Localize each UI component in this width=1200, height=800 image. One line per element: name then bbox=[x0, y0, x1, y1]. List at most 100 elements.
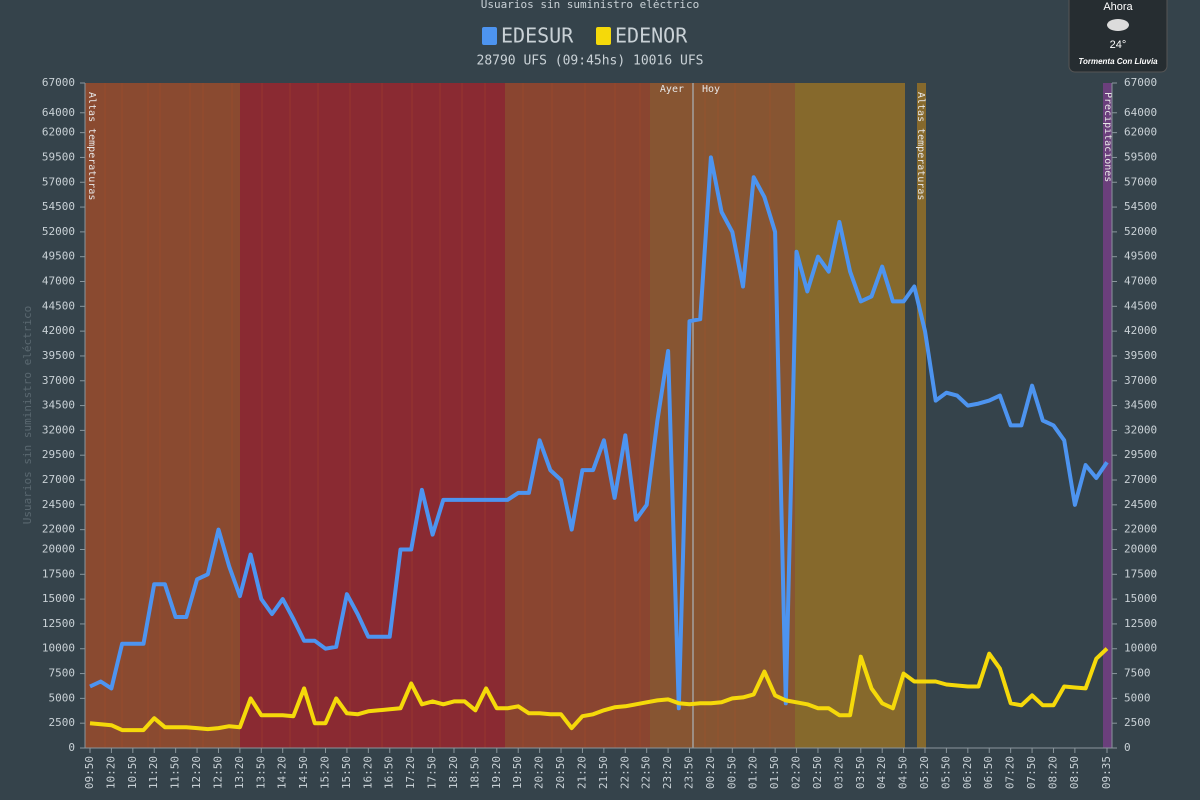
y2-tick-label: 47000 bbox=[1124, 275, 1157, 288]
x-tick-label: 20:50 bbox=[554, 756, 567, 789]
x-tick-label: 07:20 bbox=[1004, 756, 1017, 789]
annotation: Hoy bbox=[702, 84, 720, 95]
x-tick-label: 22:50 bbox=[640, 756, 653, 789]
x-tick-label: 22:20 bbox=[618, 756, 631, 789]
y-tick-label: 17500 bbox=[42, 567, 75, 580]
y-tick-label: 52000 bbox=[42, 225, 75, 238]
y2-tick-label: 44500 bbox=[1124, 299, 1157, 312]
x-tick-label: 21:20 bbox=[575, 756, 588, 789]
y-tick-label: 29500 bbox=[42, 448, 75, 461]
x-tick-label: 15:20 bbox=[319, 756, 332, 789]
y2-tick-label: 22000 bbox=[1124, 523, 1157, 536]
x-tick-label: 12:20 bbox=[190, 756, 203, 789]
y2-tick-label: 2500 bbox=[1124, 716, 1151, 729]
x-tick-label: 21:50 bbox=[597, 756, 610, 789]
y-axis-label: Usuarios sin suministro eléctrico bbox=[21, 306, 34, 525]
y-tick-label: 2500 bbox=[49, 716, 76, 729]
legend-swatch bbox=[482, 27, 497, 45]
x-tick-label: 12:50 bbox=[211, 756, 224, 789]
x-tick-label: 00:20 bbox=[704, 756, 717, 789]
y-tick-label: 47000 bbox=[42, 275, 75, 288]
x-tick-label: 08:50 bbox=[1068, 756, 1081, 789]
chart-title: Usuarios sin suministro eléctrico bbox=[481, 0, 700, 11]
x-tick-label: 15:50 bbox=[340, 756, 353, 789]
y-tick-label: 24500 bbox=[42, 498, 75, 511]
band bbox=[1103, 83, 1112, 748]
series-line bbox=[89, 155, 1109, 711]
x-tick-label: 11:20 bbox=[147, 756, 160, 789]
x-tick-label: 23:50 bbox=[682, 756, 695, 789]
weather-temperature: 24° bbox=[1110, 39, 1127, 51]
x-tick-label: 16:20 bbox=[361, 756, 374, 789]
annotation: Ayer bbox=[660, 84, 684, 95]
y2-tick-label: 27000 bbox=[1124, 473, 1157, 486]
y2-tick-label: 67000 bbox=[1124, 76, 1157, 89]
y-tick-label: 20000 bbox=[42, 542, 75, 555]
y-tick-label: 34500 bbox=[42, 399, 75, 412]
y2-tick-label: 20000 bbox=[1124, 542, 1157, 555]
legend-label: EDESUR bbox=[501, 24, 574, 48]
y2-tick-label: 29500 bbox=[1124, 448, 1157, 461]
x-tick-label: 03:20 bbox=[832, 756, 845, 789]
x-tick-label: 23:20 bbox=[661, 756, 674, 789]
x-tick-label: 02:50 bbox=[811, 756, 824, 789]
y2-tick-label: 62000 bbox=[1124, 126, 1157, 139]
x-tick-label: 11:50 bbox=[169, 756, 182, 789]
x-tick-label: 03:50 bbox=[854, 756, 867, 789]
x-tick-label: 18:50 bbox=[468, 756, 481, 789]
y-tick-label: 10000 bbox=[42, 642, 75, 655]
y2-tick-label: 17500 bbox=[1124, 567, 1157, 580]
x-tick-label: 04:50 bbox=[897, 756, 910, 789]
y-tick-label: 27000 bbox=[42, 473, 75, 486]
x-tick-label: 07:50 bbox=[1025, 756, 1038, 789]
y-tick-label: 59500 bbox=[42, 150, 75, 163]
y-tick-label: 39500 bbox=[42, 349, 75, 362]
x-tick-label: 20:20 bbox=[533, 756, 546, 789]
y-tick-label: 57000 bbox=[42, 175, 75, 188]
y-tick-label: 54500 bbox=[42, 200, 75, 213]
y-tick-label: 7500 bbox=[49, 667, 76, 680]
y-tick-label: 12500 bbox=[42, 617, 75, 630]
annotation: Altas temperaturas bbox=[86, 92, 97, 200]
y2-tick-label: 12500 bbox=[1124, 617, 1157, 630]
weather-widget: Ahora 24° Tormenta Con Lluvia bbox=[1068, 0, 1168, 73]
y2-tick-label: 37000 bbox=[1124, 374, 1157, 387]
y2-tick-label: 5000 bbox=[1124, 691, 1151, 704]
y-tick-label: 37000 bbox=[42, 374, 75, 387]
x-tick-label: 13:50 bbox=[254, 756, 267, 789]
y2-tick-label: 54500 bbox=[1124, 200, 1157, 213]
y2-tick-label: 24500 bbox=[1124, 498, 1157, 511]
x-tick-label: 01:20 bbox=[747, 756, 760, 789]
x-tick-label: 05:50 bbox=[939, 756, 952, 789]
x-tick-label: 04:20 bbox=[875, 756, 888, 789]
y2-tick-label: 32000 bbox=[1124, 423, 1157, 436]
x-tick-label: 18:20 bbox=[447, 756, 460, 789]
x-tick-label: 09:35 bbox=[1100, 756, 1113, 789]
annotation: Precipitaciones bbox=[1102, 92, 1113, 182]
y-tick-label: 0 bbox=[68, 741, 75, 754]
y-tick-label: 15000 bbox=[42, 592, 75, 605]
x-tick-label: 16:50 bbox=[383, 756, 396, 789]
x-tick-label: 10:50 bbox=[126, 756, 139, 789]
x-tick-label: 01:50 bbox=[768, 756, 781, 789]
x-tick-label: 13:20 bbox=[233, 756, 246, 789]
x-tick-label: 08:20 bbox=[1046, 756, 1059, 789]
x-tick-label: 17:50 bbox=[426, 756, 439, 789]
y2-tick-label: 49500 bbox=[1124, 250, 1157, 263]
y-tick-label: 22000 bbox=[42, 523, 75, 536]
x-tick-label: 09:50 bbox=[83, 756, 96, 789]
legend-swatch bbox=[596, 27, 611, 45]
y2-tick-label: 34500 bbox=[1124, 399, 1157, 412]
x-tick-label: 05:20 bbox=[918, 756, 931, 789]
y-tick-label: 49500 bbox=[42, 250, 75, 263]
weather-box bbox=[1068, 0, 1168, 73]
band bbox=[85, 83, 240, 748]
chart-subtitle: 28790 UFS (09:45hs) 10016 UFS bbox=[477, 54, 704, 69]
y-tick-label: 62000 bbox=[42, 126, 75, 139]
background-bands bbox=[85, 83, 1112, 748]
y2-tick-label: 59500 bbox=[1124, 150, 1157, 163]
y-tick-label: 64000 bbox=[42, 106, 75, 119]
y2-tick-label: 0 bbox=[1124, 741, 1131, 754]
series-line bbox=[89, 647, 1109, 733]
